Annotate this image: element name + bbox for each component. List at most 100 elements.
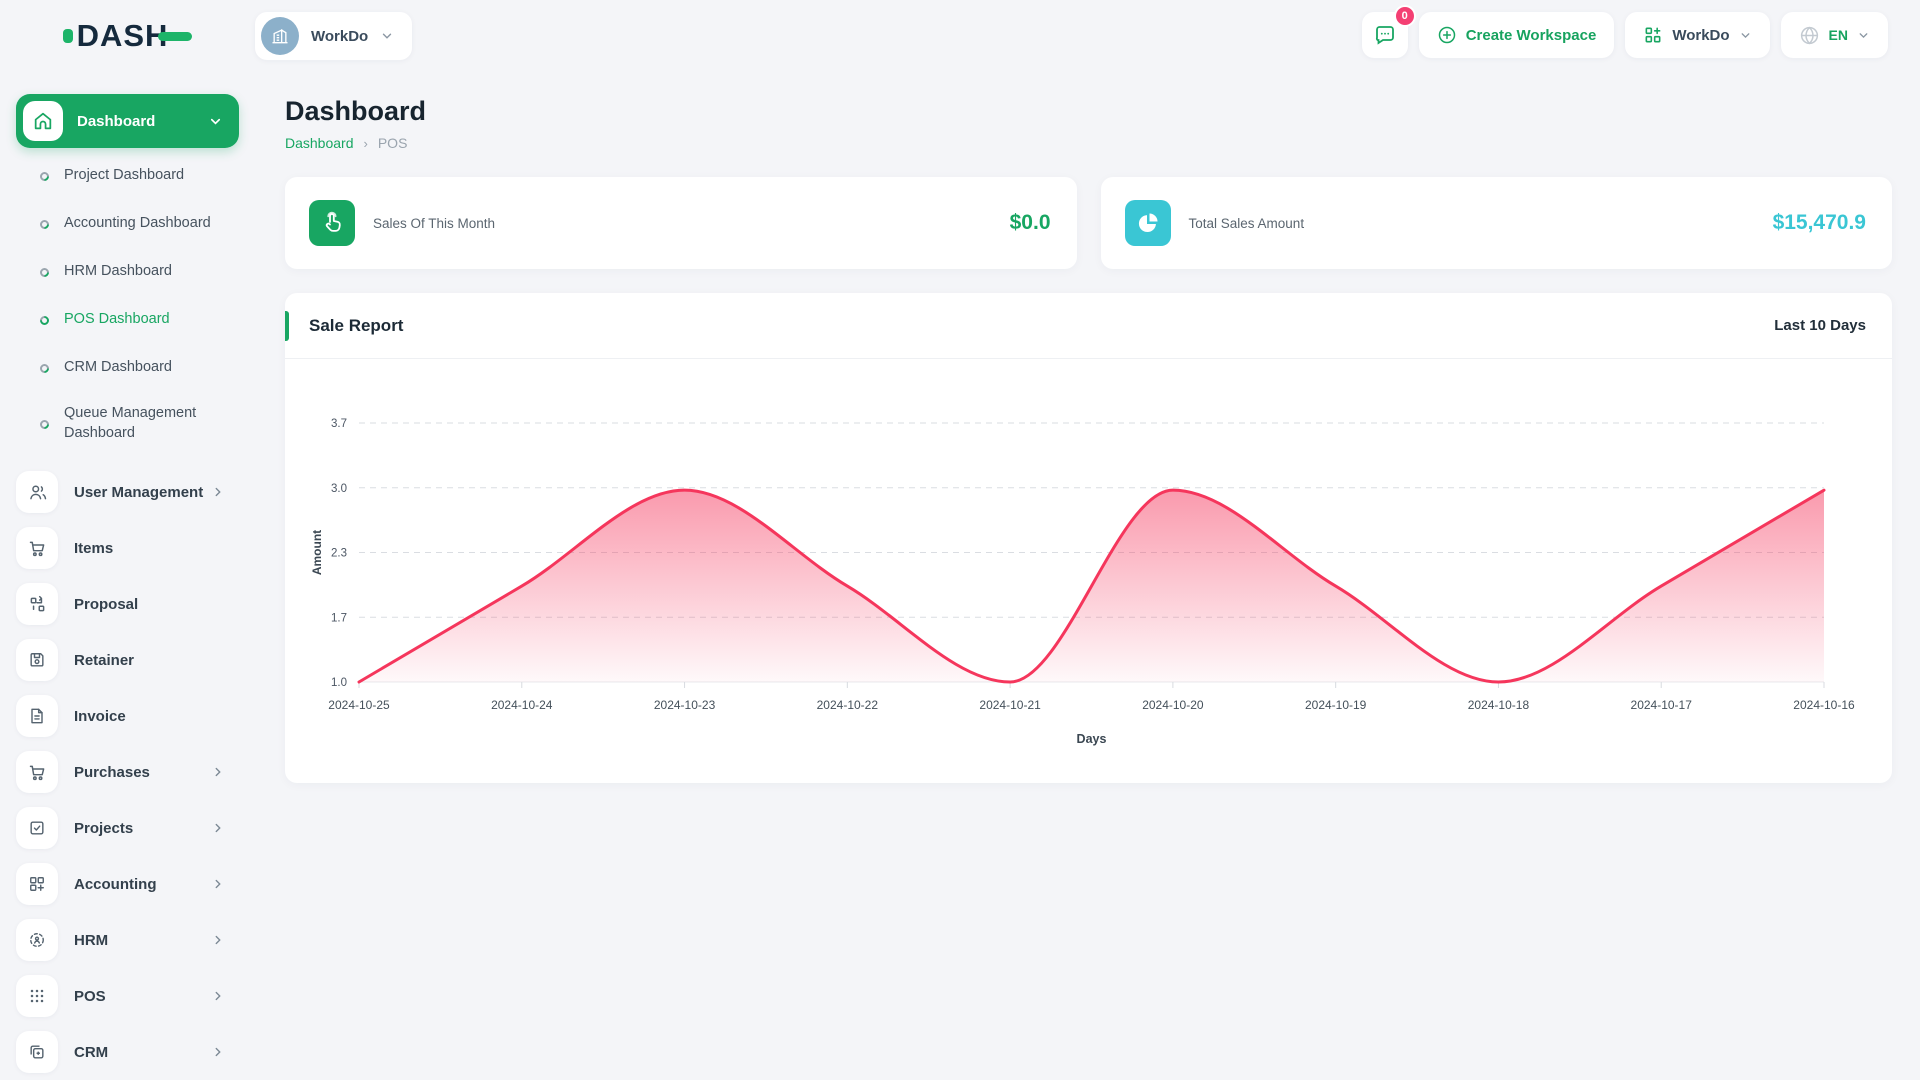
chevron-down-icon [1859, 32, 1868, 38]
bullet-icon [38, 361, 51, 375]
logo-dot [62, 29, 73, 43]
main-content: Dashboard Dashboard › POS Sales Of This … [255, 72, 1920, 1080]
svg-text:2024-10-16: 2024-10-16 [1793, 698, 1855, 712]
sale-report-card: Sale Report Last 10 Days 1.0 1.7 2.3 3.0 3.7… [285, 293, 1892, 783]
topbar: DASH WorkDo 0 Create Workspace [0, 0, 1920, 72]
page-title: Dashboard [285, 96, 427, 126]
stat-card-sales-of-this-month: Sales Of This Month $0.0 [285, 177, 1077, 269]
chart-period-label: Last 10 Days [1774, 317, 1866, 334]
cart-icon [16, 527, 58, 569]
messages-button[interactable]: 0 [1361, 5, 1416, 58]
workspace-avatar [261, 17, 299, 55]
svg-text:2024-10-20: 2024-10-20 [1142, 698, 1204, 712]
svg-text:2024-10-18: 2024-10-18 [1468, 698, 1530, 712]
sidebar-item-hrm-dashboard[interactable]: HRM Dashboard [16, 248, 239, 296]
overlap-squares-icon [16, 1031, 58, 1073]
dashboard-submenu: Project Dashboard Accounting Dashboard H… [16, 152, 239, 456]
sidebar-item-purchases[interactable]: Purchases [16, 744, 239, 800]
pie-chart-icon [1124, 200, 1171, 246]
chart-title: Sale Report [309, 315, 404, 335]
flow-icon [16, 583, 58, 625]
svg-text:3.0: 3.0 [331, 483, 347, 495]
plus-circle-icon [1438, 26, 1455, 44]
sidebar-item-pos[interactable]: POS [16, 968, 239, 1024]
create-workspace-button[interactable]: Create Workspace [1418, 12, 1615, 58]
sidebar-item-label: User Management [74, 483, 204, 501]
brand-logo-text: DASH [62, 18, 193, 54]
create-workspace-label: Create Workspace [1465, 26, 1597, 44]
stat-label: Sales Of This Month [373, 215, 496, 231]
document-icon [16, 695, 58, 737]
topbar-actions: 0 Create Workspace WorkDo EN [1361, 5, 1888, 58]
chevron-right-icon [211, 933, 225, 947]
language-label: EN [1828, 27, 1848, 43]
home-icon [34, 112, 52, 130]
svg-text:2024-10-21: 2024-10-21 [979, 698, 1041, 712]
grid-plus-icon [16, 863, 58, 905]
stat-card-total-sales-amount: Total Sales Amount $15,470.9 [1100, 177, 1892, 269]
sidebar-item-hrm[interactable]: HRM [16, 912, 239, 968]
dots-grid-icon [16, 975, 58, 1017]
workspace-switcher-label: WorkDo [1672, 26, 1730, 44]
sidebar-item-projects[interactable]: Projects [16, 800, 239, 856]
grid-plus-icon [1645, 27, 1661, 43]
svg-text:3.7: 3.7 [331, 418, 347, 430]
svg-text:2024-10-19: 2024-10-19 [1305, 698, 1367, 712]
users-icon [16, 471, 58, 513]
chevron-right-icon [211, 821, 225, 835]
svg-text:2024-10-17: 2024-10-17 [1631, 698, 1693, 712]
cart-icon [16, 751, 58, 793]
sidebar-item-proposal[interactable]: Proposal [16, 576, 239, 632]
bullet-icon [38, 313, 51, 327]
sidebar-item-crm-dashboard[interactable]: CRM Dashboard [16, 344, 239, 392]
sidebar-item-crm[interactable]: CRM [16, 1024, 239, 1080]
bullet-icon [38, 417, 51, 431]
sidebar-item-retainer[interactable]: Retainer [16, 632, 239, 688]
sidebar-item-invoice[interactable]: Invoice [16, 688, 239, 744]
sidebar-item-label: Project Dashboard [64, 167, 185, 184]
logo-dash-bar [158, 31, 193, 41]
workspace-button[interactable]: WorkDo [255, 12, 413, 60]
chevron-right-icon [211, 877, 225, 891]
sidebar-item-pos-dashboard[interactable]: POS Dashboard [16, 296, 239, 344]
sale-report-header: Sale Report Last 10 Days [285, 293, 1892, 359]
stat-value: $0.0 [1009, 211, 1051, 234]
sidebar-item-label: CRM [74, 1043, 109, 1061]
messages-badge: 0 [1393, 5, 1416, 27]
globe-icon [1800, 26, 1818, 44]
breadcrumb-separator-icon: › [363, 135, 368, 151]
sidebar-item-label: Accounting [74, 875, 157, 893]
brand-logo[interactable]: DASH [0, 18, 255, 54]
person-target-icon [16, 919, 58, 961]
language-selector[interactable]: EN [1780, 12, 1888, 58]
workspace-name: WorkDo [311, 27, 369, 45]
sidebar-item-label: POS [74, 987, 106, 1005]
sidebar-item-label: Items [74, 539, 114, 557]
sidebar-item-user-management[interactable]: User Management [16, 464, 239, 520]
sidebar: Dashboard Project Dashboard Accounting D… [0, 72, 255, 1080]
sidebar-item-label: Proposal [74, 595, 139, 613]
sidebar-item-items[interactable]: Items [16, 520, 239, 576]
chevron-down-icon [383, 33, 392, 39]
sidebar-item-project-dashboard[interactable]: Project Dashboard [16, 152, 239, 200]
svg-text:2024-10-22: 2024-10-22 [817, 698, 879, 712]
chat-bubble-icon [1375, 26, 1394, 45]
check-square-icon [16, 807, 58, 849]
sidebar-main-menu: User Management Items Proposal Retainer [16, 464, 239, 1080]
sidebar-item-accounting-dashboard[interactable]: Accounting Dashboard [16, 200, 239, 248]
workspace-switcher-button[interactable]: WorkDo [1625, 12, 1770, 58]
stats-row: Sales Of This Month $0.0 Total Sales Amo… [285, 177, 1892, 269]
svg-text:Days: Days [1077, 732, 1107, 746]
sidebar-item-queue-management-dashboard[interactable]: Queue Management Dashboard [16, 392, 239, 456]
breadcrumb-dashboard-link[interactable]: Dashboard [285, 135, 354, 151]
sidebar-item-accounting[interactable]: Accounting [16, 856, 239, 912]
sidebar-item-dashboard[interactable]: Dashboard [16, 94, 239, 148]
bullet-icon [38, 169, 51, 183]
breadcrumb: Dashboard › POS [285, 135, 1892, 151]
tap-icon [309, 200, 355, 246]
sidebar-item-label: Retainer [74, 651, 135, 669]
sidebar-item-label: Purchases [74, 763, 150, 781]
sidebar-item-label: Invoice [74, 707, 126, 725]
home-icon-wrap [23, 101, 63, 141]
svg-text:2.3: 2.3 [331, 548, 347, 560]
